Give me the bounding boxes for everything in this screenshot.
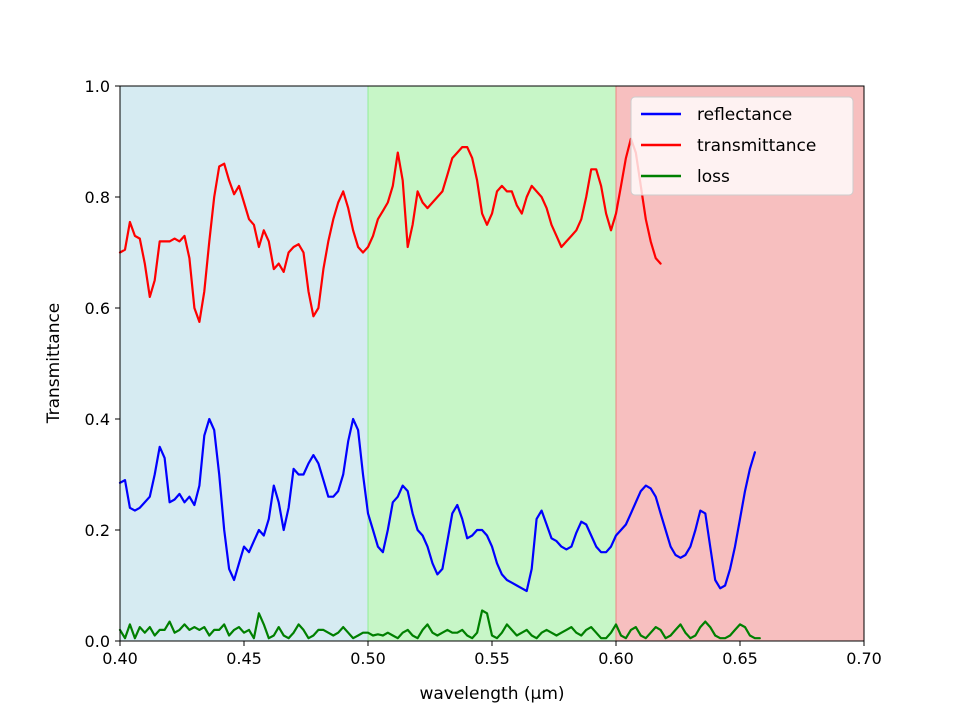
x-tick-label: 0.45 [226, 649, 262, 668]
x-tick-label: 0.70 [846, 649, 882, 668]
series-line-reflectance [118, 417, 757, 593]
y-tick-label: 0.2 [85, 521, 110, 540]
y-tick-label: 1.0 [85, 77, 110, 96]
y-tick-label: 0.4 [85, 410, 110, 429]
x-tick-label: 0.40 [102, 649, 138, 668]
x-axis-label: wavelength (µm) [419, 684, 564, 704]
x-tick-label: 0.60 [598, 649, 634, 668]
x-tick-label: 0.65 [722, 649, 758, 668]
legend: reflectance transmittance loss [630, 96, 854, 196]
y-axis: 0.0 0.2 0.4 0.6 0.8 1.0 [85, 77, 120, 651]
legend-label-reflectance: reflectance [697, 105, 792, 125]
lines-layer [118, 137, 761, 640]
x-tick-label: 0.55 [474, 649, 510, 668]
series-line-loss [118, 609, 761, 640]
legend-label-transmittance: transmittance [697, 136, 816, 156]
legend-label-loss: loss [697, 167, 730, 187]
x-axis: 0.40 0.45 0.50 0.55 0.60 0.65 0.70 [102, 641, 882, 668]
blue-band [119, 85, 369, 642]
y-axis-label: Transmittance [44, 303, 64, 425]
green-band [367, 85, 617, 642]
y-tick-label: 0.6 [85, 299, 110, 318]
legend-box [630, 96, 854, 196]
y-tick-label: 0.8 [85, 188, 110, 207]
series-line-transmittance [118, 137, 662, 323]
y-tick-label: 0.0 [85, 632, 110, 651]
x-tick-label: 0.50 [350, 649, 386, 668]
